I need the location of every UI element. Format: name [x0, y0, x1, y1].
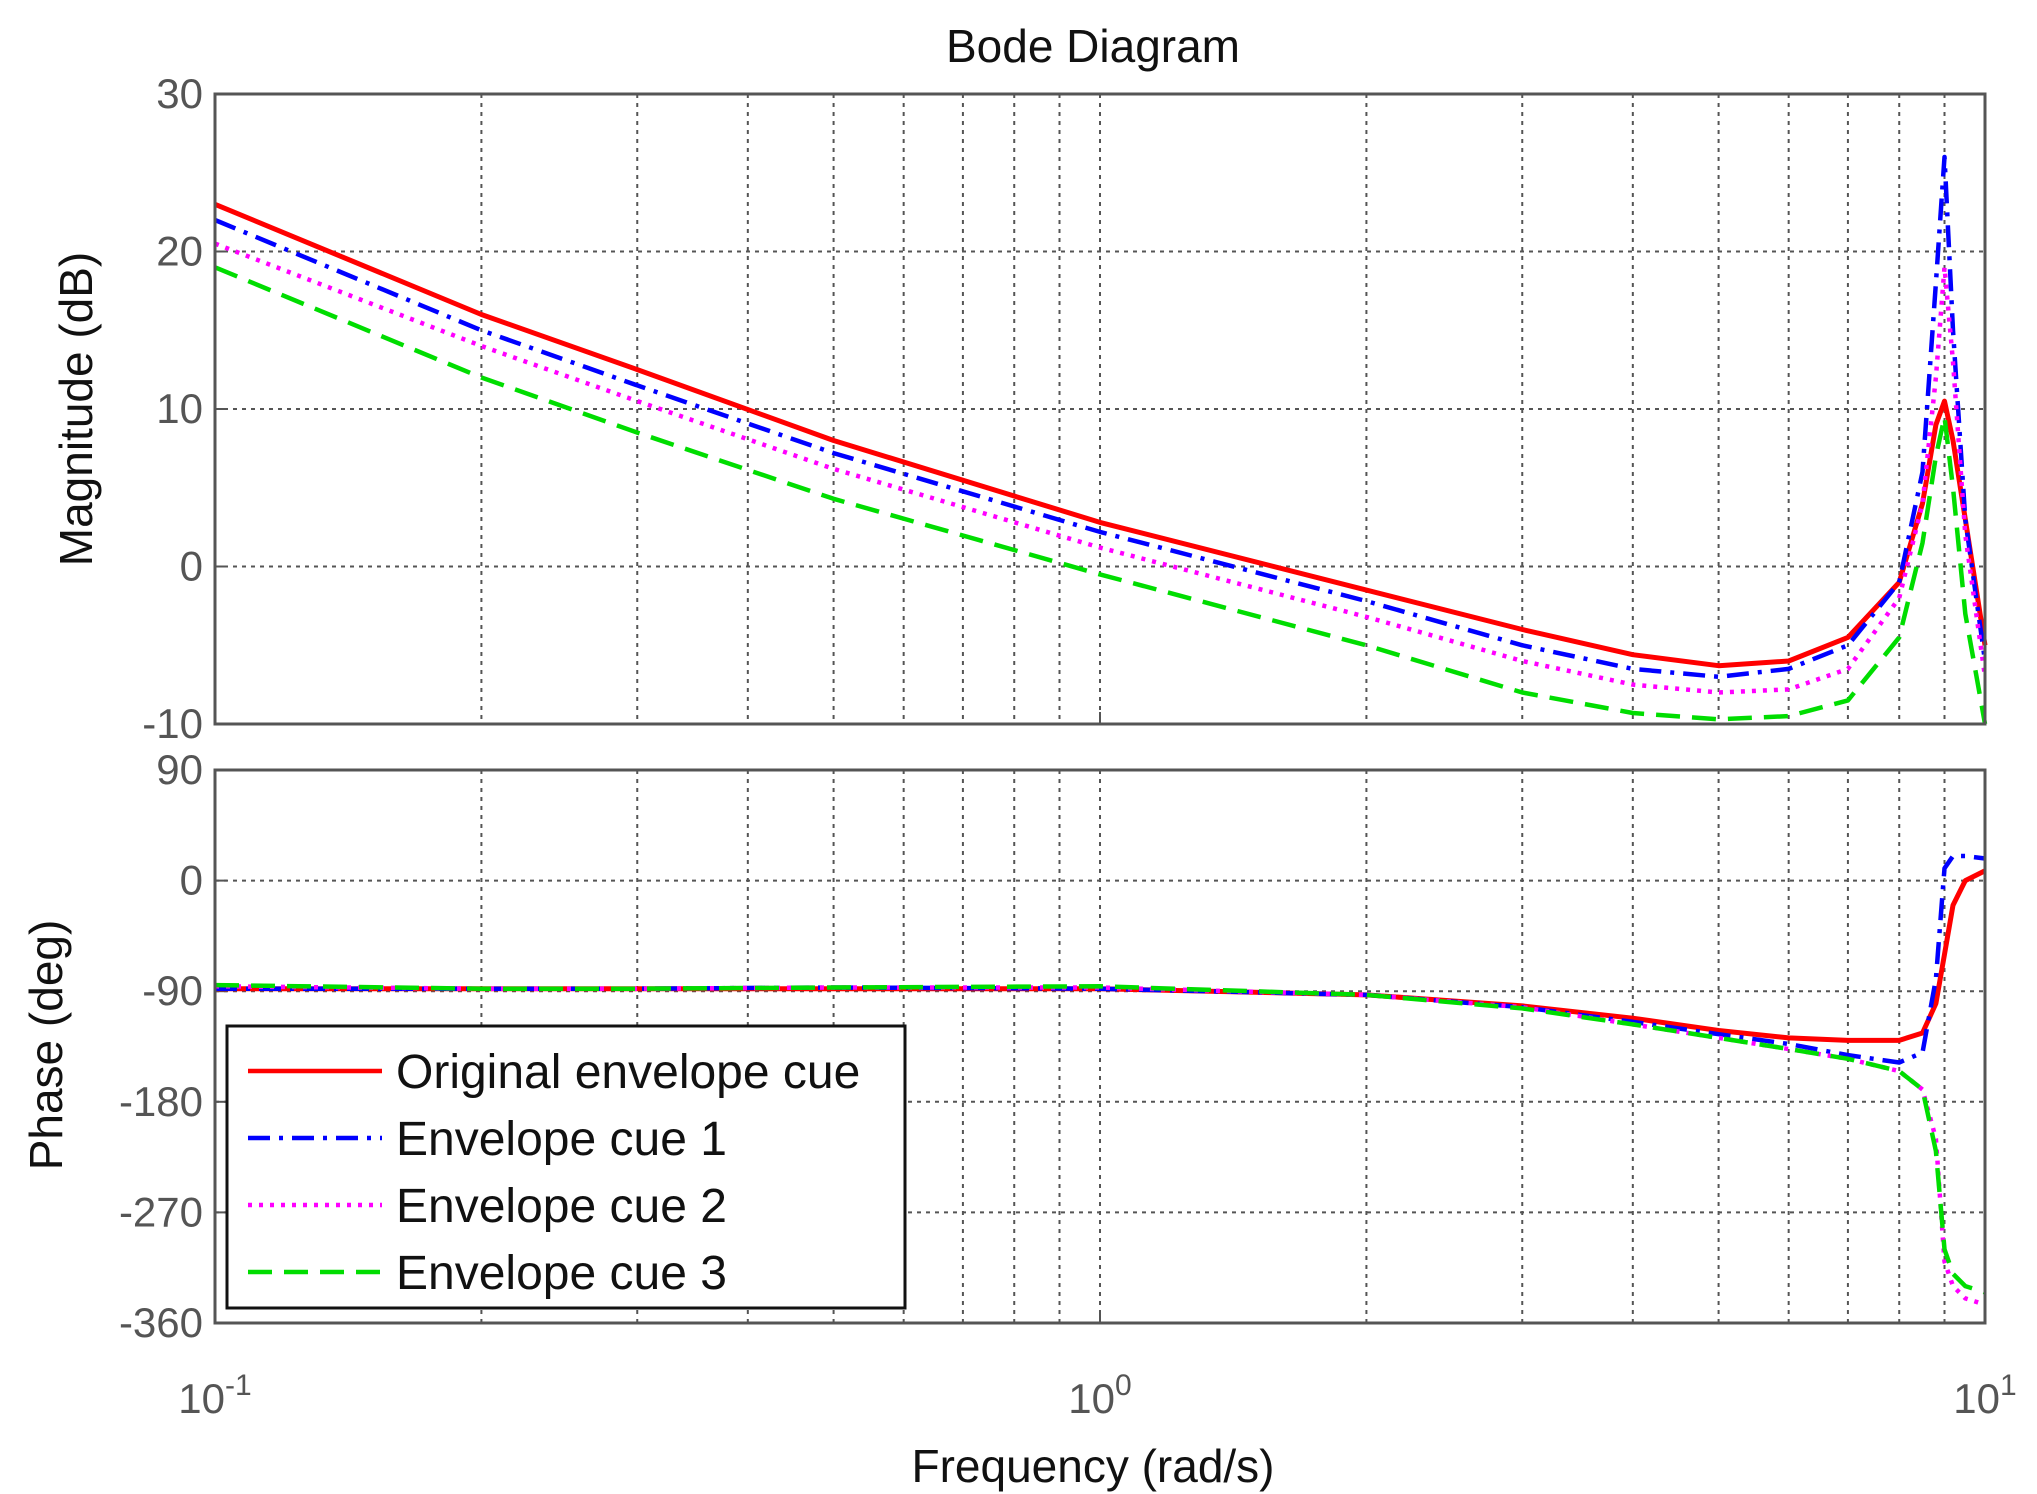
series-line-magnitude-2 [214, 154, 1988, 680]
phase-y-ticks: -360 -270 -180 -90 0 90 [119, 746, 227, 1346]
y-tick-label: -90 [142, 967, 203, 1014]
y-tick-label: 20 [156, 228, 203, 275]
legend-label: Original envelope cue [396, 1046, 860, 1099]
x-tick-label: 10-1 [178, 1369, 251, 1422]
y-tick-label: 90 [156, 746, 203, 793]
y-tick-label: 10 [156, 385, 203, 432]
x-axis-label: Frequency (rad/s) [911, 1440, 1274, 1492]
y-tick-label: 30 [156, 70, 203, 117]
y-tick-label: -10 [142, 700, 203, 747]
y-tick-label: 0 [180, 857, 203, 904]
x-tick-label: 101 [1953, 1369, 2016, 1422]
y-tick-label: -360 [119, 1299, 203, 1346]
legend-entries: Original envelope cue Envelope cue 1 Envel… [248, 1046, 860, 1300]
x-tick-labels: 10-1 100 101 [178, 712, 2017, 1422]
magnitude-y-ticks: -10 0 10 20 30 [142, 70, 227, 747]
chart-title: Bode Diagram [946, 20, 1240, 72]
y-tick-label: -270 [119, 1188, 203, 1235]
series-line-magnitude-1 [214, 201, 1988, 669]
magnitude-series [214, 154, 1988, 725]
legend-label: Envelope cue 2 [396, 1180, 727, 1233]
phase-series [214, 853, 1987, 1307]
legend-label: Envelope cue 3 [396, 1247, 727, 1300]
magnitude-ylabel: Magnitude (dB) [50, 252, 102, 567]
legend-label: Envelope cue 1 [396, 1113, 727, 1166]
series-line-phase-4 [214, 982, 1986, 1295]
x-tick-label: 100 [1068, 1369, 1131, 1422]
phase-ylabel: Phase (deg) [20, 920, 72, 1171]
y-tick-label: 0 [180, 543, 203, 590]
series-line-magnitude-4 [214, 265, 1988, 725]
series-line-magnitude-3 [214, 241, 1988, 695]
y-tick-label: -180 [119, 1078, 203, 1125]
magnitude-subplot: -10 0 10 20 30 Magnitude (dB) [50, 70, 1988, 747]
legend: Original envelope cue Envelope cue 1 Envel… [225, 1024, 907, 1310]
